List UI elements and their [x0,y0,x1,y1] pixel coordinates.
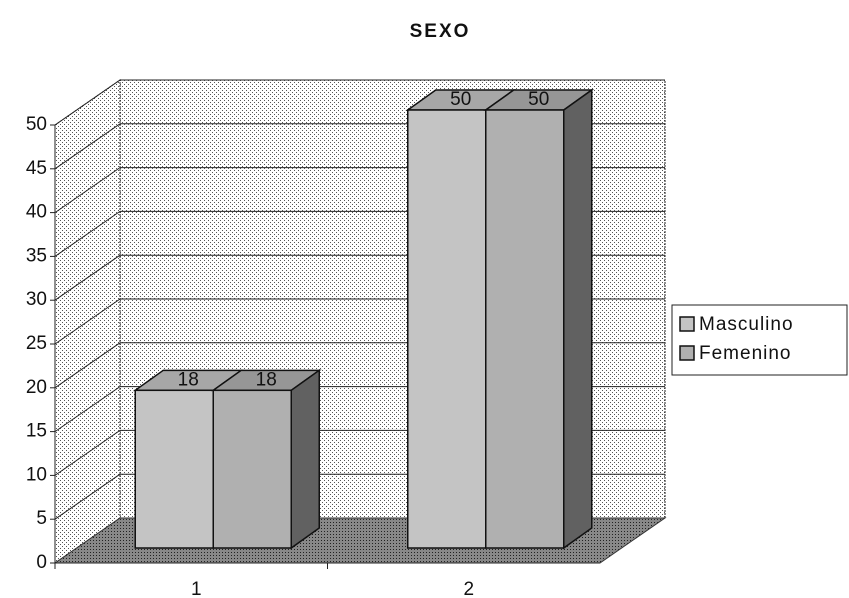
x-tick-label: 2 [463,579,474,598]
legend-swatch [679,316,695,332]
data-label: 18 [256,369,277,390]
grid-line [54,298,121,345]
y-tick-label: 40 [26,202,47,223]
y-tick-label: 5 [36,508,47,529]
y-tick-label: 15 [26,421,47,442]
bar [210,368,322,550]
data-label: 50 [450,89,471,110]
x-tick-label: 1 [191,579,202,598]
bar [132,369,244,549]
grid-line [54,473,121,520]
legend-label: Masculino [699,314,794,335]
bar [483,88,595,550]
grid-line [54,210,121,257]
legend-label: Femenino [699,343,792,364]
bar-front [407,109,487,549]
bar-front [212,389,292,549]
y-tick-label: 0 [36,552,47,573]
bar-side [563,88,593,550]
y-tick-label: 25 [26,333,47,354]
grid-line [54,123,121,170]
bar-front [485,109,565,549]
data-label: 18 [178,369,199,390]
y-tick-label: 20 [26,377,47,398]
y-tick-label: 35 [26,245,47,266]
y-tick-label: 45 [26,158,47,179]
y-tick-label: 50 [26,114,47,135]
bar-side [290,368,320,550]
grid-line [54,342,121,389]
legend-box [671,304,848,376]
grid-line [54,79,121,126]
y-tick-label: 30 [26,289,47,310]
legend-swatch [679,345,695,361]
chart-title: SEXO [410,21,471,42]
bar-front [134,389,214,549]
bar [405,89,517,549]
grid-line [54,429,121,476]
grid-line [54,386,121,433]
grid-line [54,254,121,301]
data-label: 50 [528,89,549,110]
y-tick-label: 10 [26,464,47,485]
grid-line [54,167,121,214]
